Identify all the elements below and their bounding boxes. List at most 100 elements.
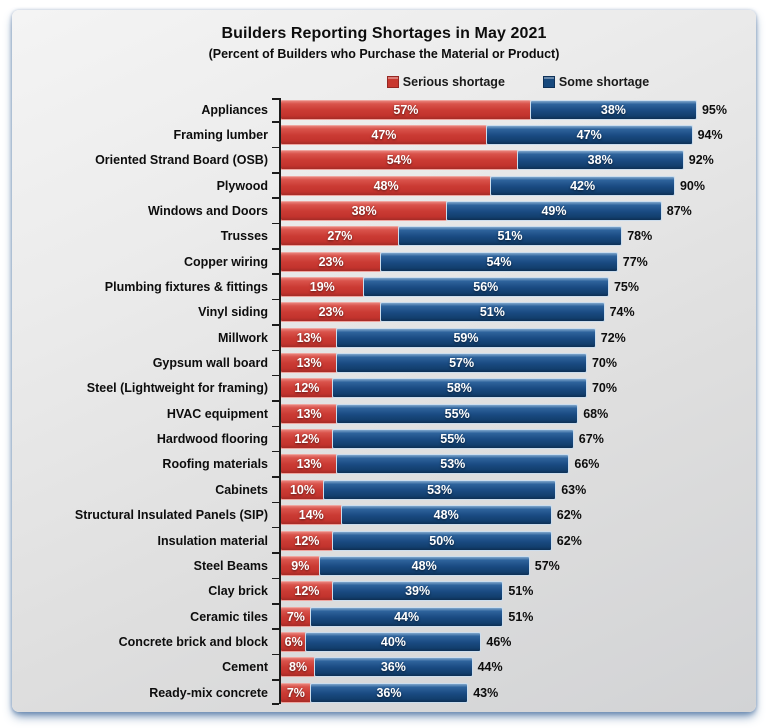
chart-row: Concrete brick and block 6% 40% 46% xyxy=(12,629,756,654)
some-shortage-bar-segment: 47% xyxy=(485,125,693,146)
some-shortage-bar-segment: 51% xyxy=(397,226,623,247)
serious-shortage-bar-segment: 6% xyxy=(280,631,307,652)
some-shortage-bar-segment: 38% xyxy=(529,99,697,120)
chart-row: Gypsum wall board 13% 57% 70% xyxy=(12,350,756,375)
y-axis-tick xyxy=(272,98,279,100)
total-percentage-label: 87% xyxy=(666,204,692,219)
category-label: Structural Insulated Panels (SIP) xyxy=(74,508,268,523)
total-percentage-label: 90% xyxy=(679,178,706,193)
category-label: Clay brick xyxy=(208,584,268,599)
y-axis-tick xyxy=(272,476,279,478)
chart-row: Roofing materials 13% 53% 66% xyxy=(12,452,756,477)
category-label: Hardwood flooring xyxy=(156,432,268,447)
some-shortage-bar-segment: 50% xyxy=(331,530,552,551)
category-label: Copper wiring xyxy=(183,254,268,269)
category-label: Gypsum wall board xyxy=(152,356,268,371)
some-shortage-bar-segment: 56% xyxy=(362,277,609,298)
total-percentage-label: 70% xyxy=(591,381,618,396)
y-axis-tick xyxy=(272,450,279,453)
some-shortage-bar-segment: 58% xyxy=(331,378,587,399)
y-axis-tick xyxy=(272,526,279,529)
total-percentage-label: 95% xyxy=(701,102,728,117)
some-shortage-bar-segment: 44% xyxy=(309,606,504,627)
chart-title: Builders Reporting Shortages in May 2021 xyxy=(221,25,547,42)
category-label: Cabinets xyxy=(215,482,268,497)
total-percentage-label: 78% xyxy=(627,229,653,244)
category-label: Vinyl siding xyxy=(198,305,268,320)
serious-shortage-bar-segment: 13% xyxy=(280,454,338,475)
some-shortage-bar-segment: 49% xyxy=(446,201,662,222)
some-shortage-bar-segment: 36% xyxy=(309,682,469,703)
category-label: Trusses xyxy=(220,229,268,244)
serious-shortage-bar-segment: 12% xyxy=(280,530,333,551)
total-percentage-label: 77% xyxy=(622,254,648,269)
y-axis-tick xyxy=(272,121,279,123)
category-label: Cement xyxy=(222,660,268,675)
serious-shortage-bar-segment: 12% xyxy=(280,378,333,399)
serious-shortage-bar-segment: 57% xyxy=(280,99,531,120)
y-axis-tick xyxy=(272,653,279,656)
chart-row: Millwork 13% 59% 72% xyxy=(12,325,756,350)
serious-shortage-bar-segment: 9% xyxy=(280,555,320,576)
total-percentage-label: 94% xyxy=(697,128,723,143)
y-axis-tick xyxy=(272,248,279,250)
chart-row: Cement 8% 36% 44% xyxy=(12,655,756,680)
serious-shortage-bar-segment: 10% xyxy=(280,479,324,500)
total-percentage-label: 70% xyxy=(591,356,618,371)
category-label: Framing lumber xyxy=(173,128,268,143)
total-percentage-label: 68% xyxy=(583,406,609,421)
serious-shortage-bar-segment: 13% xyxy=(280,403,338,424)
some-shortage-bar-segment: 51% xyxy=(380,302,605,323)
category-label: Concrete brick and block xyxy=(118,634,268,649)
chart-row: Trusses 27% 51% 78% xyxy=(12,224,756,249)
chart-row: Vinyl siding 23% 51% 74% xyxy=(12,300,756,325)
category-label: Millwork xyxy=(217,330,268,345)
chart-row: Windows and Doors 38% 49% 87% xyxy=(12,198,756,223)
y-axis-tick xyxy=(272,425,279,428)
chart-row: Structural Insulated Panels (SIP) 14% 48% 6… xyxy=(12,503,756,528)
legend-label-some: Some shortage xyxy=(558,75,650,89)
some-shortage-bar-segment: 39% xyxy=(331,581,504,602)
category-label: Steel Beams xyxy=(193,558,268,573)
total-percentage-label: 74% xyxy=(609,305,635,320)
category-label: HVAC equipment xyxy=(166,406,268,421)
y-axis-tick xyxy=(272,552,279,554)
y-axis-tick xyxy=(272,628,279,630)
some-shortage-bar-segment: 48% xyxy=(318,555,530,576)
serious-shortage-bar-segment: 54% xyxy=(280,150,518,171)
category-label: Plumbing fixtures & fittings xyxy=(104,280,268,295)
serious-shortage-bar-segment: 23% xyxy=(280,251,382,272)
total-percentage-label: 57% xyxy=(534,558,560,573)
category-label: Roofing materials xyxy=(162,457,268,472)
chart-row: Hardwood flooring 12% 55% 67% xyxy=(12,426,756,451)
some-shortage-bar-segment: 48% xyxy=(340,505,552,526)
some-shortage-bar-segment: 38% xyxy=(516,150,684,171)
y-axis-tick xyxy=(272,703,279,705)
y-axis-tick xyxy=(272,400,279,402)
some-shortage-bar-segment: 55% xyxy=(331,429,574,450)
category-label: Ceramic tiles xyxy=(190,609,268,624)
total-percentage-label: 75% xyxy=(613,280,640,295)
total-percentage-label: 46% xyxy=(486,634,512,649)
serious-shortage-bar-segment: 13% xyxy=(280,353,338,374)
some-shortage-bar-segment: 42% xyxy=(490,175,675,196)
some-shortage-bar-segment: 53% xyxy=(323,479,557,500)
chart-subtitle: (Percent of Builders who Purchase the Ma… xyxy=(208,47,560,61)
chart-row: Steel (Lightweight for framing) 12% 58% 70% xyxy=(12,376,756,401)
y-axis-tick xyxy=(272,146,279,149)
serious-shortage-bar-segment: 12% xyxy=(280,429,333,450)
serious-shortage-bar-segment: 14% xyxy=(280,505,342,526)
y-axis-tick xyxy=(272,501,279,504)
legend-label-serious: Serious shortage xyxy=(402,75,505,89)
total-percentage-label: 51% xyxy=(508,584,534,599)
some-shortage-bar-segment: 36% xyxy=(314,657,473,678)
category-label: Windows and Doors xyxy=(147,204,268,219)
legend-item-serious-shortage: Serious shortage xyxy=(386,75,505,89)
total-percentage-label: 66% xyxy=(574,457,600,472)
legend-item-some-shortage: Some shortage xyxy=(542,75,650,89)
y-axis-tick xyxy=(272,298,279,301)
serious-shortage-bar-segment: 12% xyxy=(280,581,333,602)
legend: Serious shortage Some shortage xyxy=(280,71,756,93)
serious-shortage-bar-segment: 8% xyxy=(280,657,316,678)
total-percentage-label: 62% xyxy=(556,533,582,548)
